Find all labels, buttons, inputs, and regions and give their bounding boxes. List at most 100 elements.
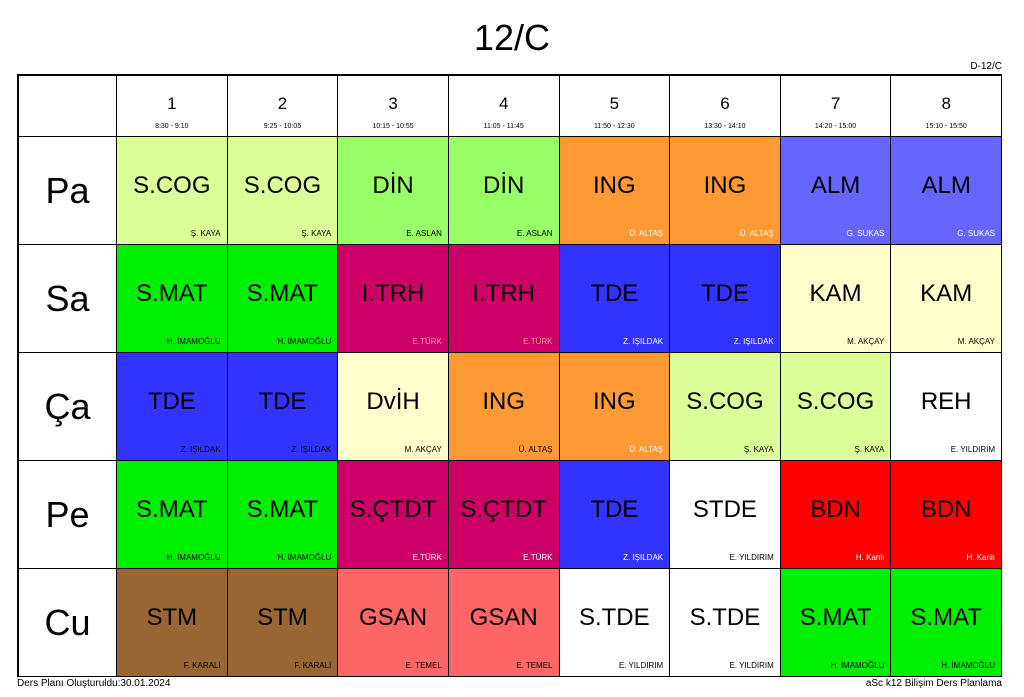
teacher-name: H. Kanlı: [855, 553, 885, 562]
lesson-cell: KAM M. AKÇAY: [891, 245, 1002, 353]
teacher-name: E.TÜRK: [412, 337, 442, 346]
lesson-cell: ING Ü. ALTAŞ: [559, 353, 671, 461]
lesson-cell: KAM M. AKÇAY: [780, 245, 892, 353]
period-number: 1: [167, 94, 177, 113]
teacher-name: Ü. ALTAŞ: [629, 229, 664, 238]
teacher-name: F. KARALİ: [183, 661, 221, 670]
lesson-cell: S.COG Ş. KAYA: [780, 353, 892, 461]
teacher-name: E. YILDIRIM: [618, 661, 664, 670]
lesson-cell: S.MAT H. İMAMOĞLU: [780, 569, 892, 677]
lesson-name: TDE: [590, 496, 639, 523]
lesson-name: TDE: [700, 280, 749, 307]
teacher-name: E. TEMEL: [516, 661, 553, 670]
lesson-cell: TDE Z. IŞILDAK: [670, 245, 781, 353]
lesson-cell: ING Ü. ALTAŞ: [448, 353, 560, 461]
lesson-cell: S.TDE E. YILDIRIM: [670, 569, 781, 677]
lesson-cell: ALM G. SUKAS: [780, 137, 892, 245]
lesson-name: ALM: [921, 172, 971, 199]
teacher-name: F. KARALİ: [294, 661, 332, 670]
teacher-name: E. ASLAN: [406, 229, 442, 238]
teacher-name: Ü. ALTAŞ: [518, 445, 553, 454]
lesson-cell: STDE E. YILDIRIM: [670, 461, 781, 569]
period-header-4: 4 11:05 - 11:45: [448, 76, 560, 137]
lesson-name: S.MAT: [246, 280, 319, 307]
lesson-cell: DvİH M. AKÇAY: [338, 353, 449, 461]
lesson-name: DİN: [483, 172, 525, 199]
lesson-cell: S.MAT H. İMAMOĞLU: [227, 245, 339, 353]
period-time: 14:20 - 15:00: [814, 123, 857, 130]
lesson-cell: S.MAT H. İMAMOĞLU: [117, 245, 228, 353]
period-number: 8: [941, 94, 951, 113]
lesson-name: BDN: [810, 496, 861, 523]
teacher-name: H. İMAMOĞLU: [166, 553, 221, 562]
period-header-7: 7 14:20 - 15:00: [780, 76, 892, 137]
teacher-name: Ş. KAYA: [190, 229, 221, 238]
lesson-name: ALM: [810, 172, 861, 199]
lesson-cell: BDN H. Kanlı: [891, 461, 1002, 569]
period-header-2: 2 9:25 - 10:05: [227, 76, 339, 137]
period-time: 15:10 - 15:50: [925, 123, 967, 130]
lesson-name: DİN: [372, 172, 414, 199]
lesson-name: KAM: [920, 280, 973, 307]
timetable-grid: 1 8:30 - 9:10 2 9:25 - 10:05 3 10:15 - 10:55 4…: [17, 74, 1002, 677]
lesson-name: KAM: [809, 280, 862, 307]
lesson-cell: I.TRH E.TÜRK: [448, 245, 560, 353]
lesson-name: BDN: [920, 496, 972, 523]
lesson-name: S.COG: [796, 388, 875, 415]
lesson-name: ING: [703, 172, 747, 199]
teacher-name: H. İMAMOĞLU: [277, 337, 332, 346]
lesson-cell: S.TDE E. YILDIRIM: [559, 569, 671, 677]
lesson-cell: TDE Z. IŞILDAK: [227, 353, 339, 461]
period-time: 8:30 - 9:10: [155, 123, 189, 130]
teacher-name: H. İMAMOĞLU: [941, 661, 995, 670]
teacher-name: Z. IŞILDAK: [291, 445, 332, 454]
lesson-cell: GSAN E. TEMEL: [338, 569, 449, 677]
lesson-name: TDE: [590, 280, 639, 307]
lesson-name: S.ÇTDT: [349, 496, 437, 523]
corner-cell: [19, 76, 117, 137]
lesson-name: S.MAT: [799, 604, 872, 631]
period-number: 7: [830, 94, 841, 113]
lesson-cell: BDN H. Kanlı: [780, 461, 892, 569]
lesson-cell: ING Ü. ALTAŞ: [670, 137, 781, 245]
lesson-cell: DİN E. ASLAN: [338, 137, 449, 245]
lesson-cell: S.ÇTDT E.TÜRK: [448, 461, 560, 569]
teacher-name: Z. IŞILDAK: [733, 337, 774, 346]
lesson-name: S.COG: [243, 172, 322, 199]
teacher-name: G. SUKAS: [846, 229, 885, 238]
period-header-5: 5 11:50 - 12:30: [559, 76, 671, 137]
period-time: 10:15 - 10:55: [372, 123, 414, 130]
teacher-name: E.TÜRK: [523, 553, 553, 562]
lesson-cell: TDE Z. IŞILDAK: [559, 245, 671, 353]
lesson-cell: REH E. YILDIRIM: [891, 353, 1002, 461]
period-header-8: 8 15:10 - 15:50: [891, 76, 1002, 137]
page-title: 12/C: [473, 17, 551, 58]
lesson-cell: STM F. KARALİ: [117, 569, 228, 677]
lesson-name: S.MAT: [246, 496, 319, 523]
lesson-name: S.COG: [133, 172, 211, 199]
teacher-name: Z. IŞILDAK: [180, 445, 221, 454]
lesson-name: S.ÇTDT: [460, 496, 548, 523]
day-header: Pa: [19, 137, 117, 245]
lesson-name: S.MAT: [910, 604, 982, 631]
period-time: 11:50 - 12:30: [593, 123, 635, 130]
lesson-name: S.COG: [686, 388, 764, 415]
period-number: 4: [498, 94, 509, 113]
teacher-name: M. AKÇAY: [957, 337, 995, 346]
lesson-cell: DİN E. ASLAN: [448, 137, 560, 245]
lesson-cell: S.COG Ş. KAYA: [117, 137, 228, 245]
lesson-name: S.MAT: [136, 496, 208, 523]
lesson-name: S.TDE: [578, 604, 650, 631]
teacher-name: H. Kanlı: [966, 553, 995, 562]
lesson-name: I.TRH: [472, 280, 536, 307]
period-header-3: 3 10:15 - 10:55: [338, 76, 449, 137]
period-number: 3: [388, 94, 398, 113]
period-time: 9:25 - 10:05: [263, 123, 302, 130]
footer-software: aSc k12 Bilişim Ders Planlama: [865, 678, 1002, 689]
lesson-cell: TDE Z. IŞILDAK: [559, 461, 671, 569]
teacher-name: H. İMAMOĞLU: [277, 553, 332, 562]
period-number: 5: [609, 94, 620, 113]
lesson-name: S.TDE: [689, 604, 761, 631]
teacher-name: M. AKÇAY: [404, 445, 442, 454]
